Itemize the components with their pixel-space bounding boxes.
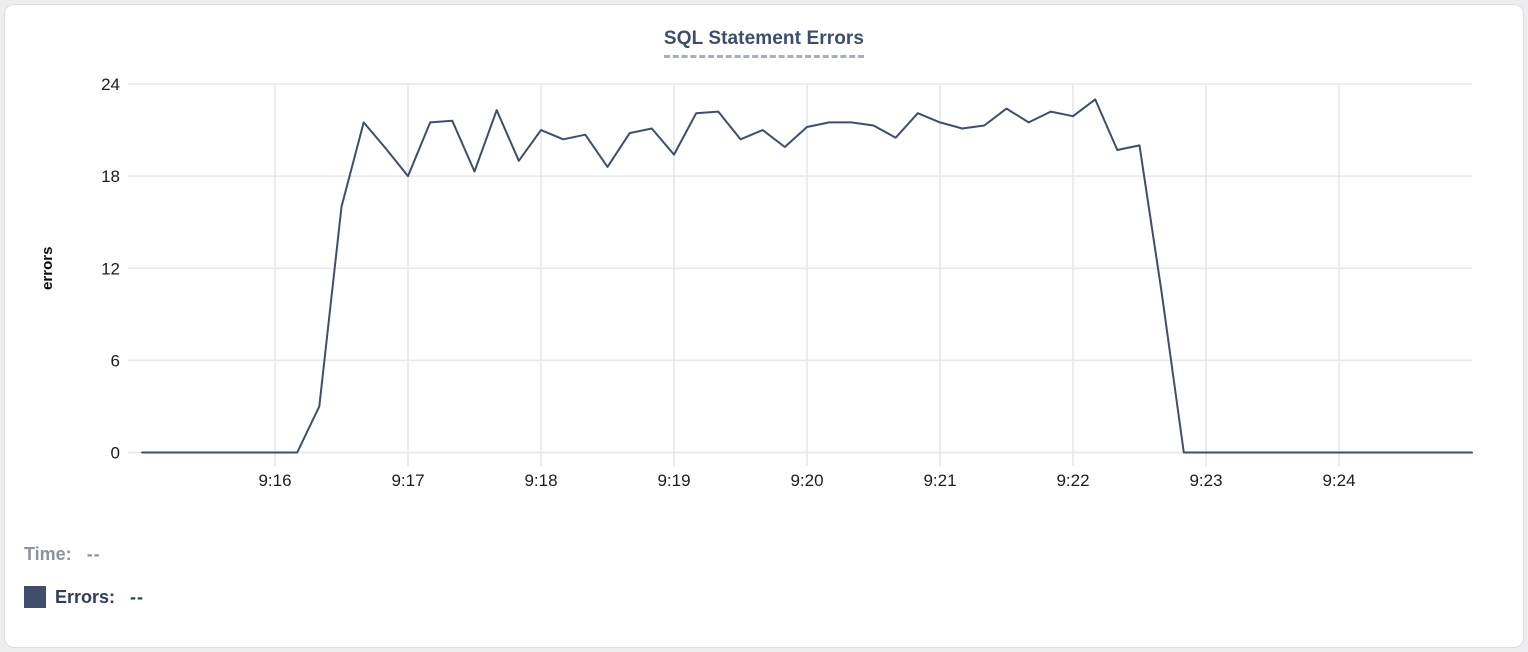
legend-time-label: Time:	[24, 544, 72, 564]
chart-title[interactable]: SQL Statement Errors	[663, 28, 865, 58]
errors-line-chart[interactable]: 0 6 12 18 24 9:16 9:17 9:18 9:19 9:20 9:21 9:22 9:23…	[0, 0, 1528, 500]
x-tick-label: 9:16	[258, 471, 291, 490]
legend-errors-value: --	[130, 586, 145, 607]
chart-title-wrap: SQL Statement Errors	[0, 28, 1528, 58]
legend-errors-row[interactable]: Errors: --	[24, 586, 144, 608]
y-tick-label: 24	[101, 75, 120, 94]
x-tick-label: 9:20	[790, 471, 823, 490]
x-tick-label: 9:18	[524, 471, 557, 490]
chart-card	[4, 4, 1524, 648]
x-tick-label: 9:17	[391, 471, 424, 490]
errors-series-swatch	[24, 586, 46, 608]
y-tick-label: 12	[101, 259, 120, 278]
x-tick-label: 9:19	[657, 471, 690, 490]
y-tick-label: 6	[111, 351, 120, 370]
x-tick-label: 9:23	[1189, 471, 1222, 490]
legend-time-value: --	[86, 544, 101, 564]
x-tick-label: 9:22	[1056, 471, 1089, 490]
series-line-errors	[141, 98, 1473, 454]
y-tick-label: 0	[111, 444, 120, 463]
legend-time-row: Time: --	[24, 544, 101, 565]
y-tick-label: 18	[101, 167, 120, 186]
x-tick-label: 9:21	[923, 471, 956, 490]
y-axis-title: errors	[39, 247, 56, 290]
x-tick-label: 9:24	[1322, 471, 1355, 490]
legend-errors-label: Errors:	[55, 586, 116, 607]
